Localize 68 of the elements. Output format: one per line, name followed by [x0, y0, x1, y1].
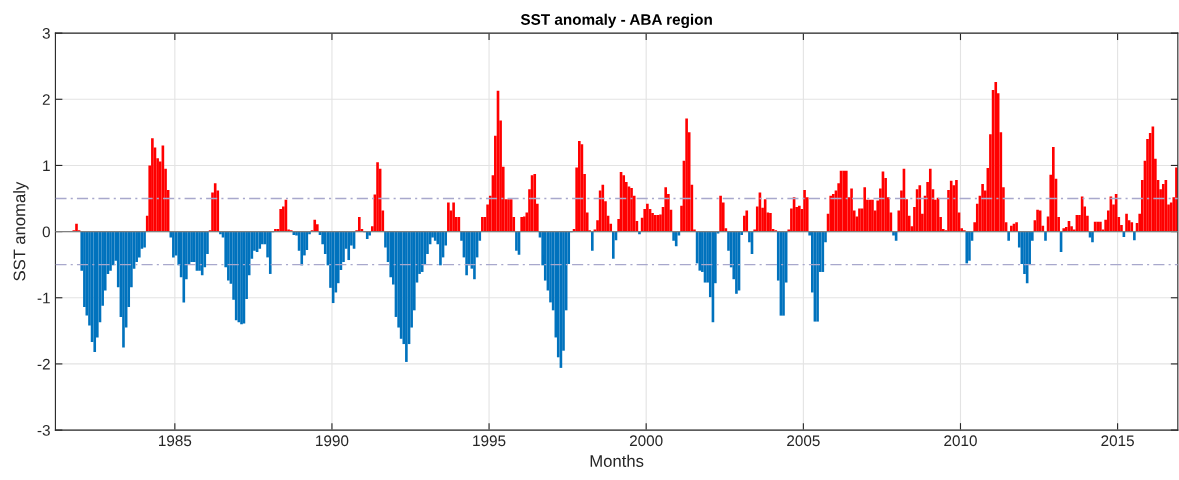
bar	[863, 187, 867, 232]
bar	[439, 231, 442, 266]
y-axis-title: SST anomaly	[13, 181, 29, 281]
bar	[93, 231, 97, 353]
bar	[798, 205, 801, 232]
x-tick-label: 1985	[159, 435, 192, 447]
bar	[994, 82, 998, 232]
x-tick-label: 2010	[944, 435, 977, 447]
bar	[745, 210, 749, 232]
bar	[1125, 213, 1128, 232]
bar	[850, 188, 853, 232]
y-tick-label: 3	[42, 27, 50, 39]
bar	[829, 195, 833, 232]
bar	[685, 118, 688, 232]
bar	[646, 203, 649, 232]
bar	[151, 138, 154, 232]
bar	[803, 189, 806, 232]
bar	[258, 231, 262, 249]
bar	[452, 202, 455, 232]
bar	[358, 217, 361, 232]
bar	[523, 216, 526, 232]
bar	[918, 185, 922, 232]
y-tick-label: -3	[37, 424, 50, 436]
bar	[300, 231, 304, 266]
bar	[955, 180, 958, 232]
bar	[473, 231, 476, 280]
bar	[698, 231, 702, 271]
y-tick-label: 1	[43, 160, 50, 171]
bar	[347, 231, 351, 261]
bar	[465, 231, 468, 276]
bar	[376, 162, 379, 232]
x-axis-title: Months	[590, 454, 644, 467]
bar	[965, 231, 969, 264]
bar	[1052, 146, 1055, 232]
x-tick-label: 1995	[473, 435, 506, 447]
bar	[968, 231, 971, 261]
bar	[719, 195, 722, 232]
bar	[664, 187, 668, 232]
x-tick-label: 1990	[316, 435, 349, 447]
bar	[137, 231, 141, 258]
bar	[1044, 231, 1047, 241]
y-tick-label: 0	[42, 226, 50, 238]
bar	[601, 184, 605, 232]
chart-title: SST anomaly - ABA region	[520, 13, 712, 29]
bar	[1133, 231, 1136, 241]
bar	[591, 231, 594, 251]
bar	[981, 183, 984, 232]
bar	[928, 168, 932, 232]
bar	[268, 231, 272, 274]
bar	[611, 231, 615, 259]
bar	[405, 231, 408, 362]
x-tick-label: 2015	[1101, 435, 1134, 447]
bar	[313, 219, 317, 232]
bar	[674, 231, 678, 247]
y-tick-label: -2	[37, 358, 50, 370]
bar	[1007, 231, 1010, 241]
bar	[447, 202, 450, 232]
bar	[279, 209, 282, 232]
x-tick-label: 2005	[787, 435, 820, 447]
bar	[1091, 231, 1094, 243]
bar	[182, 231, 186, 303]
y-tick-label: -1	[37, 292, 50, 304]
bar	[578, 140, 581, 232]
y-tick-label: 2	[42, 94, 50, 105]
bar	[515, 231, 518, 251]
x-tick-label: 2000	[629, 435, 663, 447]
bar	[520, 217, 523, 232]
bar	[122, 231, 125, 348]
